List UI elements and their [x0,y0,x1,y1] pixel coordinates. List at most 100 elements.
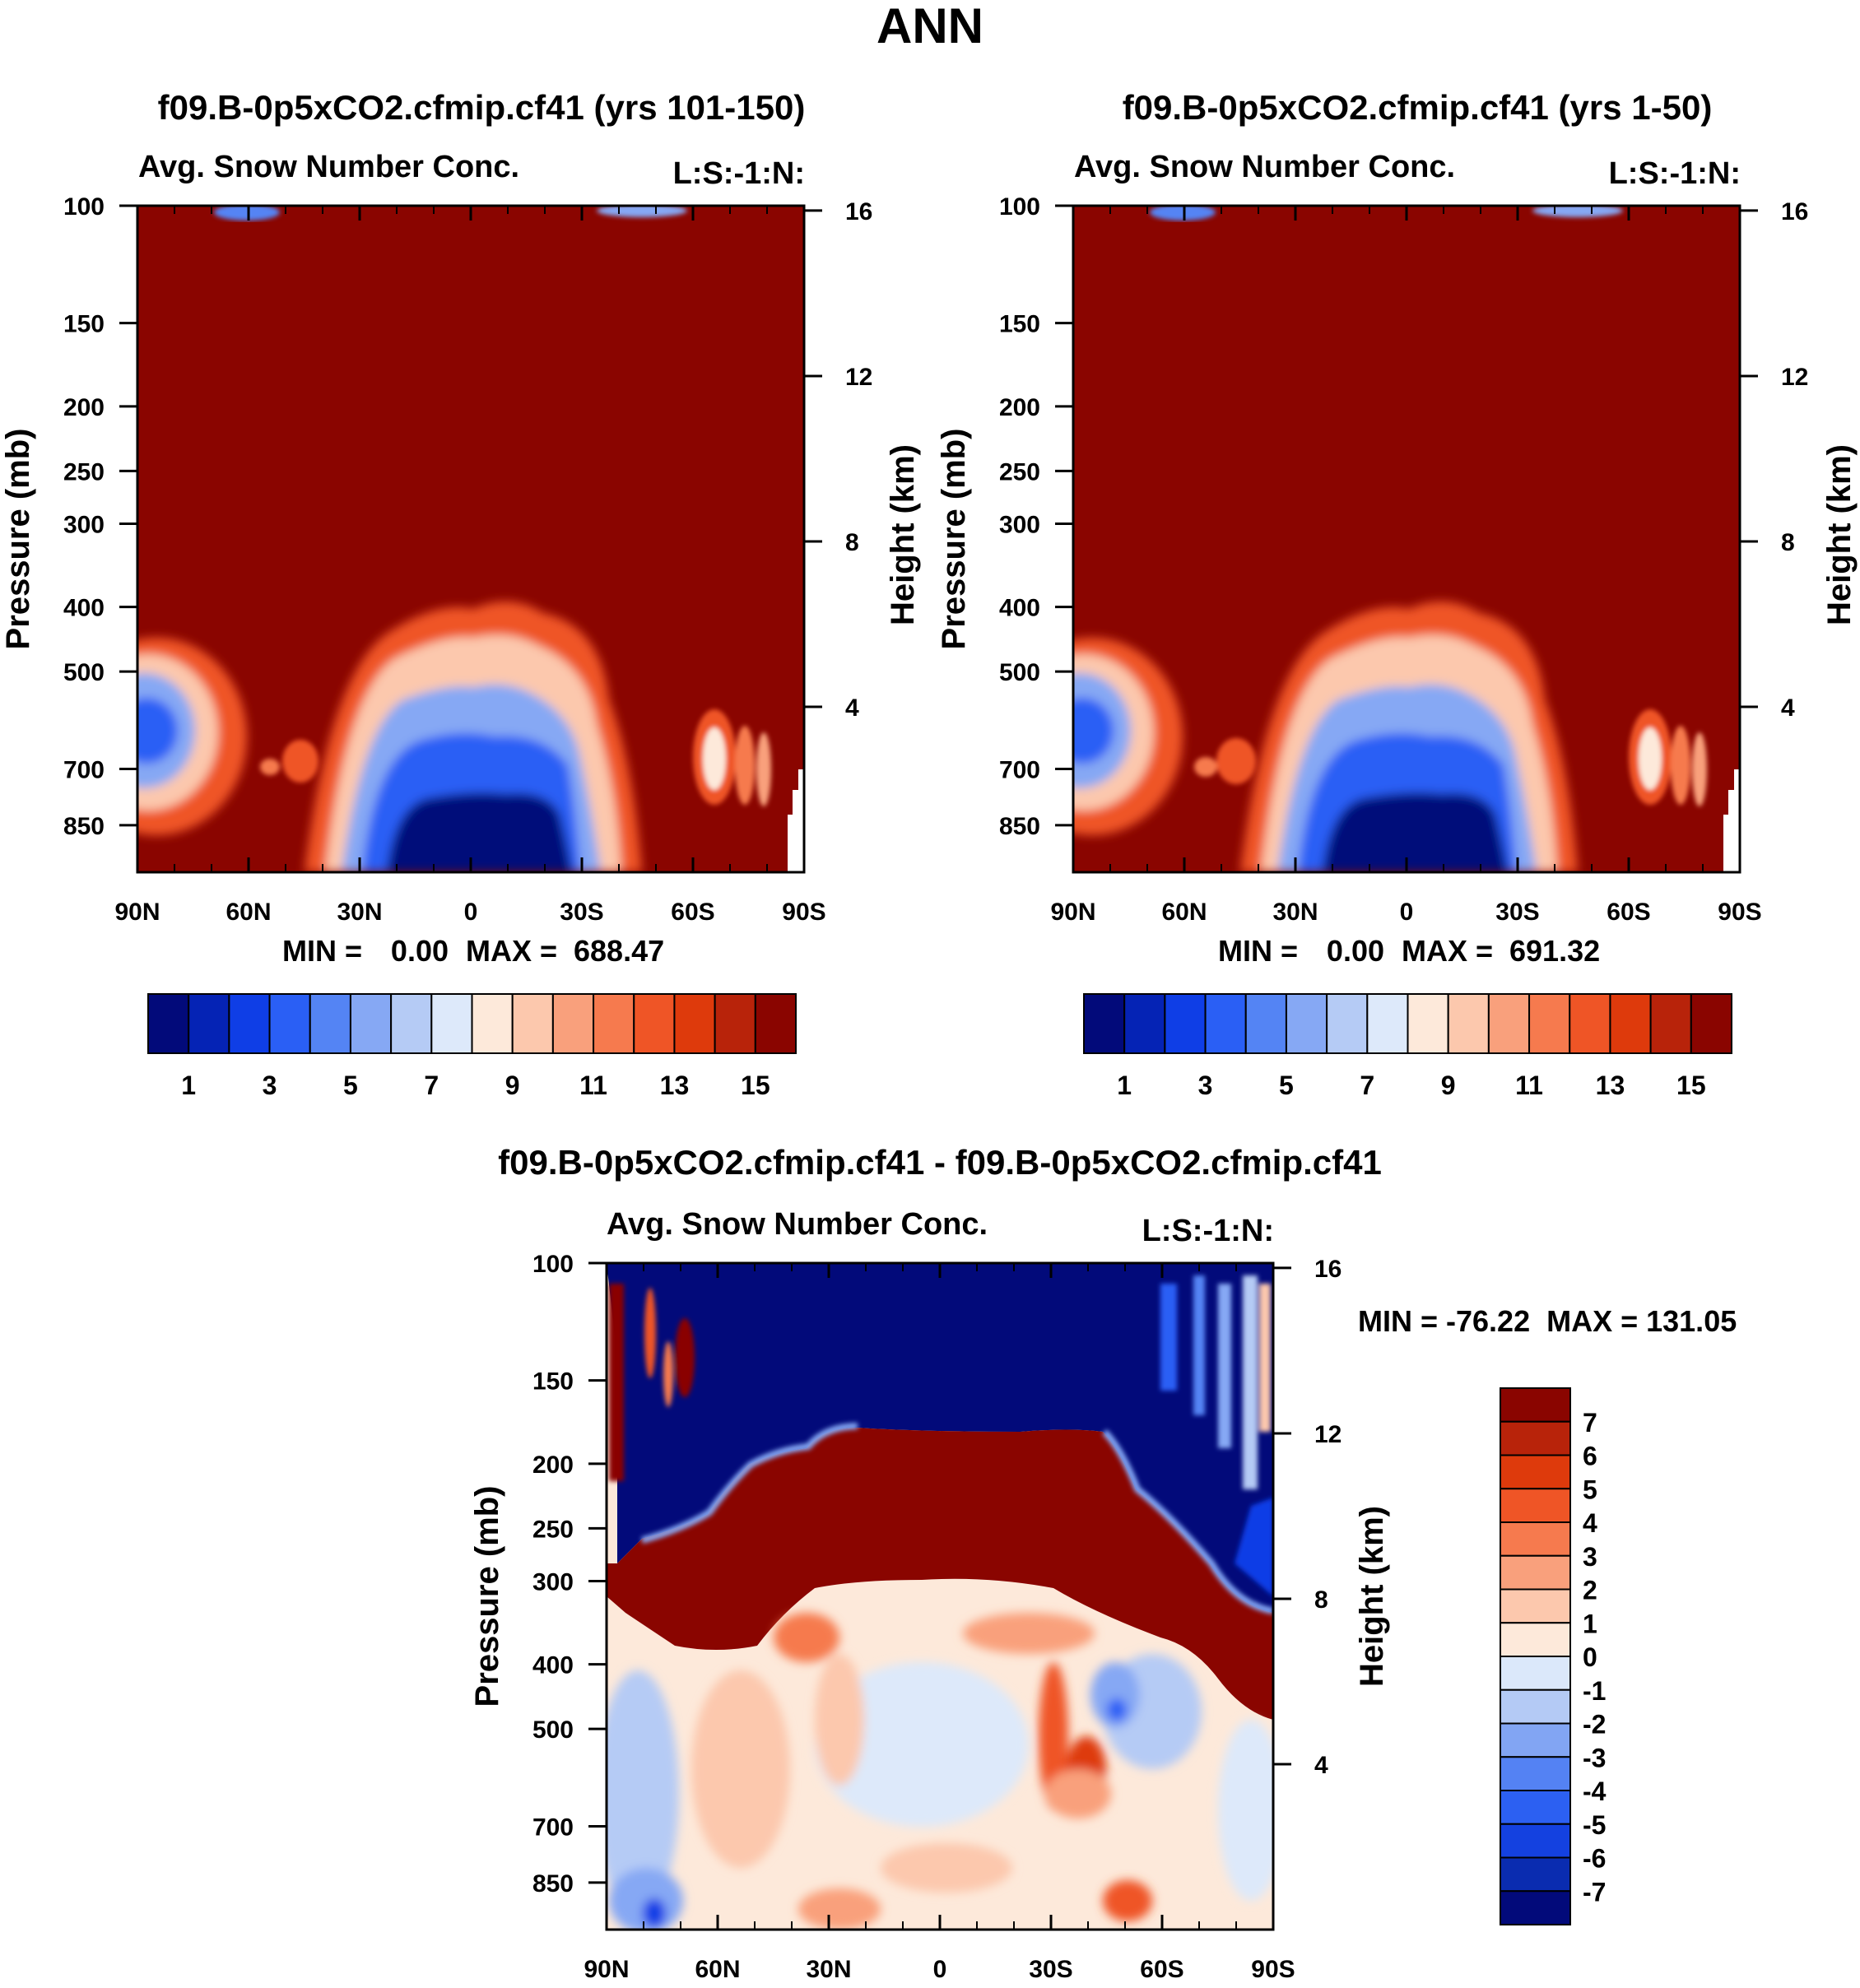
colorbar-label: 7 [1583,1408,1597,1438]
colorbar-label: 7 [424,1071,439,1100]
colorbar-swatch [1500,1454,1571,1490]
x-tick-label: 60N [695,1956,740,1983]
colorbar-label: 1 [1583,1609,1597,1638]
panel-diff-stats: MIN = -76.22 MAX = 131.05 [1358,1304,1737,1338]
colorbar-swatch [1083,993,1126,1054]
colorbar-swatch [1366,993,1409,1054]
y-right-tick-label: 8 [1781,529,1795,556]
y-tick-label: 400 [532,1652,574,1679]
y-tick-label: 300 [532,1568,574,1596]
colorbar-swatch [1500,1856,1571,1893]
colorbar-label: 3 [1583,1542,1597,1572]
x-tick-label: 30S [560,899,603,926]
y-tick-label: 850 [63,813,105,840]
panel-diff-ticks: 90N 60N 30N 0 30S 60S 90S 100 150 200 250 300 400 500… [532,1251,1342,1983]
colorbar-swatch [1500,1756,1571,1791]
colorbar-label: 9 [505,1071,520,1100]
colorbar-label: 4 [1583,1508,1597,1538]
colorbar-label: 13 [1596,1071,1625,1100]
colorbar-label: 0 [1583,1642,1597,1672]
panel-right-ylabel: Pressure (mb) [936,429,972,650]
y-tick-label: 250 [532,1516,574,1543]
panel-left-ticks: 90N 60N 30N 0 30S 60S 90S 100 150 200 250 300 400 500… [63,193,872,926]
colorbar-swatch [593,993,635,1054]
panel-diff-subtitle-right: L:S:-1:N: [1142,1214,1274,1248]
colorbar-swatch [1204,993,1247,1054]
panel-diff-field [607,1263,1273,1930]
colorbar-swatch [1500,1488,1571,1523]
colorbar-swatch [228,993,271,1054]
colorbar-label: 2 [1583,1576,1597,1605]
colorbar-label: 15 [741,1071,770,1100]
y-tick-label: 700 [63,757,105,784]
x-tick-label: 30N [337,899,382,926]
y-right-tick-label: 4 [1781,694,1795,722]
y-tick-label: 150 [63,311,105,338]
colorbar-swatch [1609,993,1652,1054]
panel-left-min-value: 0.00 [391,934,449,968]
y-right-tick-label: 12 [845,364,872,391]
colorbar-label: 5 [1583,1475,1597,1504]
panel-right-field [1073,206,1740,872]
panel-diff-colorbar: 7 6 5 4 3 2 1 0 -1 -2 -3 -4 -5 -6-7 [1500,1387,1607,1925]
colorbar-label: 3 [263,1071,277,1100]
colorbar-swatch [1500,1823,1571,1859]
y-tick-label: 700 [532,1814,574,1842]
panel-diff-ylabel-right: Height (km) [1354,1506,1390,1687]
colorbar-label: -6 [1583,1844,1606,1874]
y-tick-label: 300 [999,511,1040,538]
colorbar-label: 3 [1198,1071,1213,1100]
colorbar-label: 11 [579,1071,607,1100]
colorbar-swatch [1164,993,1207,1054]
colorbar-label: -2 [1583,1710,1606,1740]
x-tick-label: 60N [226,899,271,926]
x-tick-label: 30S [1495,899,1539,926]
y-tick-label: 500 [999,659,1040,686]
panel-left: f09.B-0p5xCO2.cfmip.cf41 (yrs 101-150) A… [0,88,921,1100]
y-right-tick-label: 16 [1781,198,1808,225]
y-tick-label: 500 [63,659,105,686]
y-tick-label: 700 [999,757,1040,784]
colorbar-swatch [633,993,676,1054]
x-tick-label: 60S [671,899,714,926]
y-tick-label: 500 [532,1716,574,1744]
colorbar-swatch [268,993,311,1054]
x-tick-label: 90N [114,899,160,926]
colorbar-label: 11 [1515,1071,1543,1100]
colorbar-swatch [349,993,393,1054]
y-right-tick-label: 8 [1314,1586,1328,1614]
colorbar-label: -3 [1583,1743,1606,1772]
colorbar-label: 15 [1676,1071,1706,1100]
y-tick-label: 100 [999,193,1040,221]
colorbar-swatch [1500,1554,1571,1591]
x-tick-label: 90S [782,899,825,926]
x-tick-label: 60S [1140,1956,1183,1983]
panel-right-stats: MIN = 0.00 MAX = 691.32 [1218,934,1600,968]
colorbar-swatch [1569,993,1611,1054]
panel-right-max-label: MAX = [1402,934,1493,968]
x-tick-label: 60S [1607,899,1650,926]
panel-left-max-label: MAX = [466,934,557,968]
panel-left-max-value: 688.47 [574,934,664,968]
colorbar-swatch [714,993,756,1054]
panel-right: f09.B-0p5xCO2.cfmip.cf41 (yrs 1-50) Avg.… [936,88,1858,1100]
colorbar-swatch [551,993,595,1054]
y-right-tick-label: 8 [845,529,859,556]
colorbar-swatch [1123,993,1166,1054]
colorbar-label: 1 [1117,1071,1132,1100]
y-right-tick-label: 4 [845,694,859,722]
colorbar-label: -7 [1583,1877,1606,1907]
colorbar-swatch [1649,993,1692,1054]
colorbar-swatch [1407,993,1449,1054]
colorbar-swatch [1500,1890,1571,1925]
panel-right-title: f09.B-0p5xCO2.cfmip.cf41 (yrs 1-50) [1123,88,1713,127]
panel-left-ylabel: Pressure (mb) [0,429,36,650]
colorbar-swatch [1500,1656,1571,1691]
panel-left-colorbar: 1 3 5 7 9 11 13 15 [147,993,797,1100]
panel-left-min-label: MIN = [282,934,362,968]
panel-right-max-value: 691.32 [1509,934,1600,968]
colorbar-swatch [1500,1622,1571,1657]
colorbar-swatch [1500,1521,1571,1557]
panel-right-min-value: 0.00 [1327,934,1384,968]
y-right-tick-label: 12 [1781,364,1808,391]
